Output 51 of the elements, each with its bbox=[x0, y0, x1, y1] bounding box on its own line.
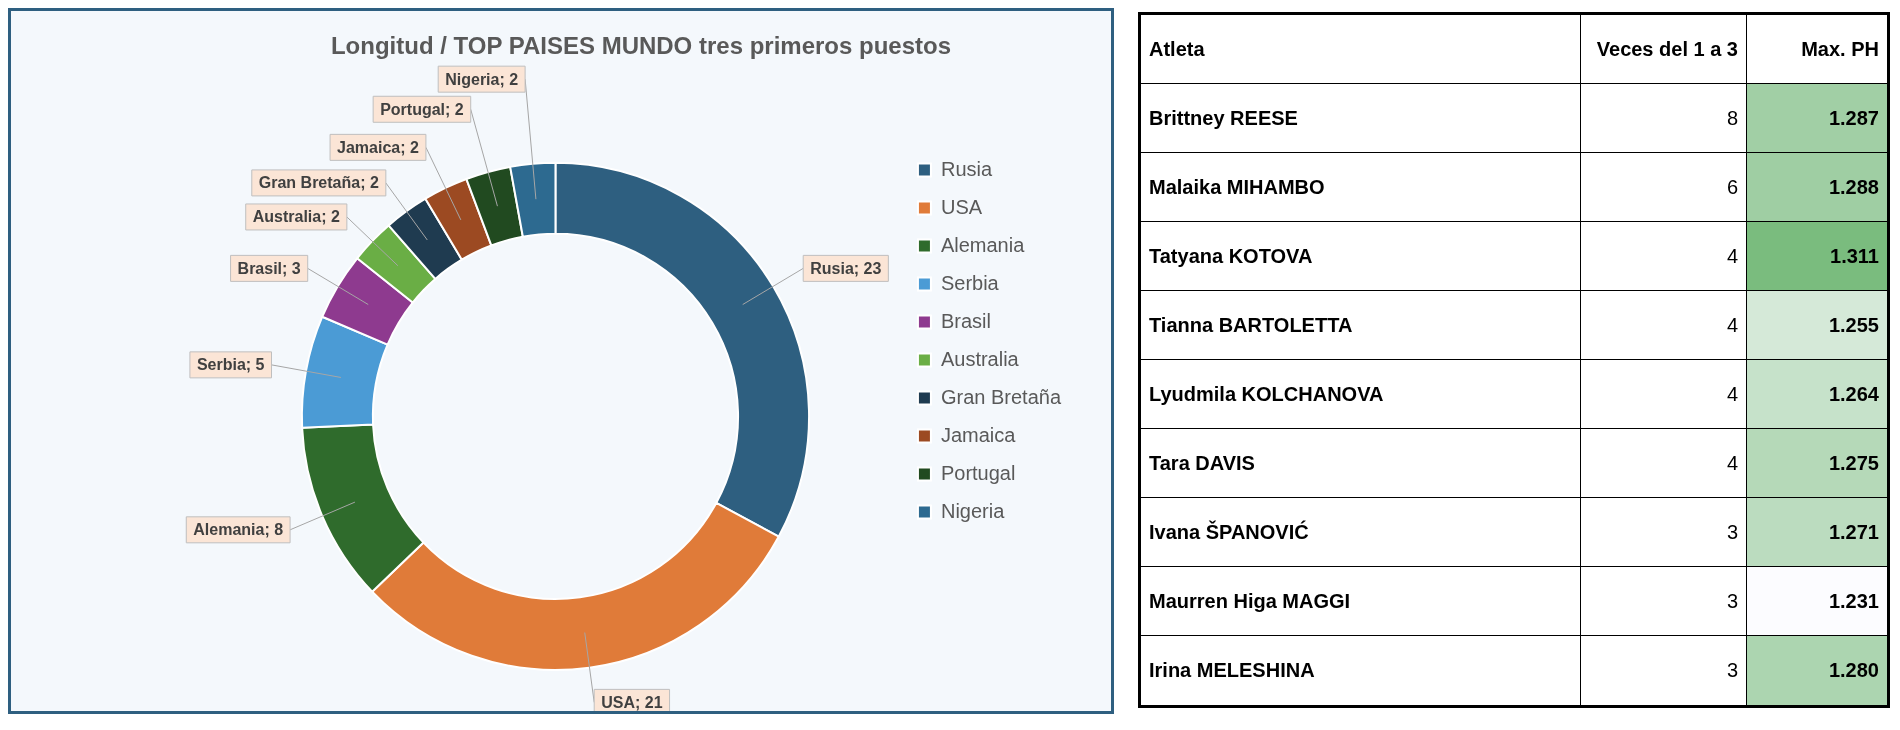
data-label: Australia; 2 bbox=[252, 208, 340, 226]
text: Atleta bbox=[1141, 15, 1581, 84]
text: 1.231 bbox=[1747, 567, 1887, 636]
data-label: Jamaica; 2 bbox=[337, 138, 420, 156]
text: 4 bbox=[1581, 222, 1747, 291]
data-label: Serbia; 5 bbox=[196, 356, 265, 374]
text: 1.264 bbox=[1747, 360, 1887, 429]
legend-label: Jamaica bbox=[940, 423, 1017, 446]
data-label: Gran Bretaña; 2 bbox=[258, 174, 379, 192]
legend-label: Rusia bbox=[940, 157, 993, 180]
legend-label: USA bbox=[940, 195, 983, 218]
data-label: Alemania; 8 bbox=[193, 521, 284, 539]
legend-label: Serbia bbox=[940, 271, 1000, 294]
text: 1.288 bbox=[1747, 153, 1887, 222]
text: 1.280 bbox=[1747, 636, 1887, 705]
text: 4 bbox=[1581, 291, 1747, 360]
text: Tianna BARTOLETTA bbox=[1141, 291, 1581, 360]
data-label: Rusia; 23 bbox=[810, 259, 882, 277]
text: Ivana ŠPANOVIĆ bbox=[1141, 498, 1581, 567]
text: Brittney REESE bbox=[1141, 84, 1581, 153]
text: Malaika MIHAMBO bbox=[1141, 153, 1581, 222]
text: 8 bbox=[1581, 84, 1747, 153]
text: 1.275 bbox=[1747, 429, 1887, 498]
legend-label: Australia bbox=[940, 347, 1020, 370]
text: 3 bbox=[1581, 498, 1747, 567]
data-label: USA; 21 bbox=[601, 693, 663, 711]
legend-label: Brasil bbox=[940, 309, 991, 332]
data-label: Portugal; 2 bbox=[380, 100, 464, 118]
text: 1.311 bbox=[1747, 222, 1887, 291]
text: Irina MELESHINA bbox=[1141, 636, 1581, 705]
legend-label: Alemania bbox=[940, 233, 1026, 256]
chart-title: Longitud / TOP PAISES MUNDO tres primeros puestos bbox=[330, 32, 952, 60]
text: Tara DAVIS bbox=[1141, 429, 1581, 498]
text: 3 bbox=[1581, 567, 1747, 636]
legend-label: Gran Bretaña bbox=[940, 385, 1062, 408]
text: Veces del 1 a 3 bbox=[1581, 15, 1747, 84]
text: Lyudmila KOLCHANOVA bbox=[1141, 360, 1581, 429]
text: 4 bbox=[1581, 429, 1747, 498]
text: 1.271 bbox=[1747, 498, 1887, 567]
data-label: Brasil; 3 bbox=[237, 259, 301, 277]
text: 6 bbox=[1581, 153, 1747, 222]
text: Maurren Higa MAGGI bbox=[1141, 567, 1581, 636]
text: 1.287 bbox=[1747, 84, 1887, 153]
legend-label: Portugal bbox=[940, 461, 1016, 484]
text: 1.255 bbox=[1747, 291, 1887, 360]
text: Tatyana KOTOVA bbox=[1141, 222, 1581, 291]
data-label: Nigeria; 2 bbox=[445, 70, 519, 88]
text: 4 bbox=[1581, 360, 1747, 429]
legend-label: Nigeria bbox=[940, 499, 1006, 522]
text: 3 bbox=[1581, 636, 1747, 705]
text: Max. PH bbox=[1747, 15, 1887, 84]
